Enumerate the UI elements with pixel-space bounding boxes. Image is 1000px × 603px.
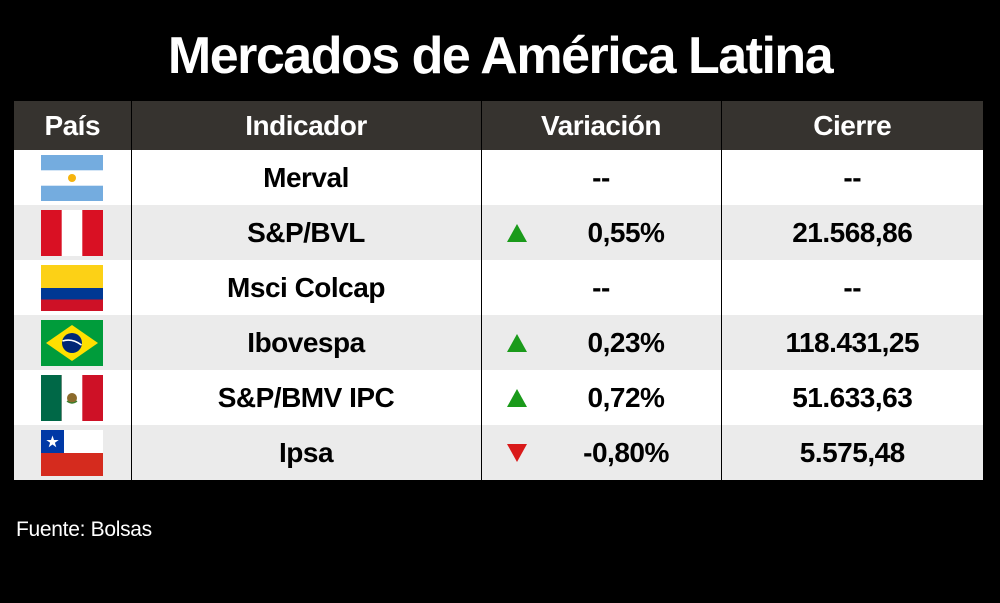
- table-row: S&P/BMV IPC 0,72% 51.633,63: [14, 370, 983, 425]
- flag-cell: [14, 425, 132, 480]
- table-row: Ipsa -0,80% 5.575,48: [14, 425, 983, 480]
- column-header-pais: País: [14, 101, 132, 150]
- column-header-indicador: Indicador: [130, 101, 482, 150]
- variacion-value: 0,55%: [587, 216, 665, 248]
- arrow-up-icon: [506, 223, 527, 242]
- table-row: Merval -- --: [14, 150, 983, 205]
- flag-cell: [14, 150, 132, 205]
- table-header-row: País Indicador Variación Cierre: [14, 101, 983, 150]
- flag-cell: [14, 315, 132, 370]
- arrow-down-icon: [506, 443, 527, 462]
- markets-table: País Indicador Variación Cierre Merval --…: [14, 101, 983, 480]
- variacion-value: 0,72%: [587, 381, 665, 413]
- table-row: Ibovespa 0,23% 118.431,25: [14, 315, 983, 370]
- peru-flag-icon: [41, 209, 104, 256]
- variacion-cell: --: [480, 260, 722, 315]
- mexico-flag-icon: [41, 374, 104, 421]
- argentina-flag-icon: [41, 154, 104, 201]
- cierre-cell: --: [720, 260, 983, 315]
- cierre-cell: 21.568,86: [720, 205, 983, 260]
- variacion-cell: 0,23%: [480, 315, 722, 370]
- column-header-cierre: Cierre: [720, 101, 983, 150]
- indicador-cell: Ipsa: [130, 425, 482, 480]
- source-note: Fuente: Bolsas: [16, 518, 152, 541]
- page-title: Mercados de América Latina: [167, 27, 834, 85]
- cierre-cell: 118.431,25: [720, 315, 983, 370]
- variacion-cell: --: [480, 150, 722, 205]
- variacion-value: --: [592, 271, 610, 303]
- arrow-up-icon: [506, 388, 527, 407]
- column-header-variacion: Variación: [480, 101, 722, 150]
- cierre-cell: 51.633,63: [720, 370, 983, 425]
- indicador-cell: S&P/BMV IPC: [130, 370, 482, 425]
- table-body: Merval -- -- S&P/BVL 0,55% 21.568,86 Msci Colc…: [14, 150, 983, 480]
- table-row: S&P/BVL 0,55% 21.568,86: [14, 205, 983, 260]
- variacion-cell: 0,72%: [480, 370, 722, 425]
- table-row: Msci Colcap -- --: [14, 260, 983, 315]
- flag-cell: [14, 260, 132, 315]
- indicador-cell: Ibovespa: [130, 315, 482, 370]
- variacion-value: -0,80%: [583, 436, 669, 468]
- indicador-cell: S&P/BVL: [130, 205, 482, 260]
- chile-flag-icon: [41, 429, 104, 476]
- indicador-cell: Merval: [130, 150, 482, 205]
- flag-cell: [14, 370, 132, 425]
- variacion-cell: 0,55%: [480, 205, 722, 260]
- flag-cell: [14, 205, 132, 260]
- indicador-cell: Msci Colcap: [130, 260, 482, 315]
- variacion-value: 0,23%: [587, 326, 665, 358]
- variacion-cell: -0,80%: [480, 425, 722, 480]
- brazil-flag-icon: [41, 319, 104, 366]
- cierre-cell: --: [720, 150, 983, 205]
- cierre-cell: 5.575,48: [720, 425, 983, 480]
- variacion-value: --: [592, 161, 610, 193]
- arrow-up-icon: [506, 333, 527, 352]
- colombia-flag-icon: [41, 264, 104, 311]
